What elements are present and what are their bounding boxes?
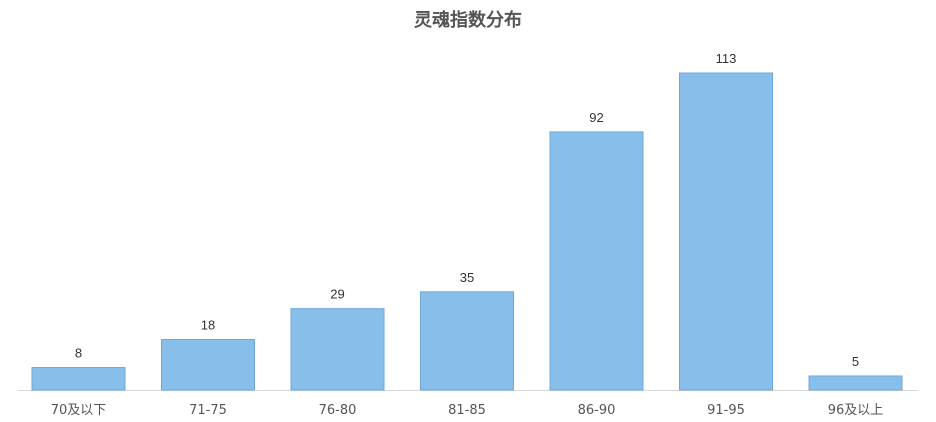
data-label: 113 bbox=[716, 51, 737, 66]
data-label: 18 bbox=[201, 318, 215, 333]
x-tick-label: 71-75 bbox=[189, 403, 227, 418]
bar bbox=[161, 339, 255, 391]
bar bbox=[679, 72, 773, 391]
x-tick-label: 86-90 bbox=[578, 403, 616, 418]
x-tick-label: 91-95 bbox=[707, 403, 745, 418]
bar bbox=[808, 375, 903, 391]
data-label: 29 bbox=[330, 287, 344, 302]
data-label: 5 bbox=[852, 354, 859, 369]
data-label: 8 bbox=[75, 346, 82, 361]
bar bbox=[420, 291, 514, 391]
bar bbox=[549, 131, 644, 391]
chart-title: 灵魂指数分布 bbox=[414, 10, 522, 31]
data-label: 35 bbox=[460, 270, 474, 285]
x-tick-label: 76-80 bbox=[319, 403, 357, 418]
bar bbox=[31, 367, 126, 391]
x-tick-label: 81-85 bbox=[448, 403, 486, 418]
data-label: 92 bbox=[589, 110, 603, 125]
x-tick-label: 96及以上 bbox=[828, 403, 884, 418]
bar bbox=[290, 308, 385, 391]
x-tick-label: 70及以下 bbox=[51, 403, 107, 418]
